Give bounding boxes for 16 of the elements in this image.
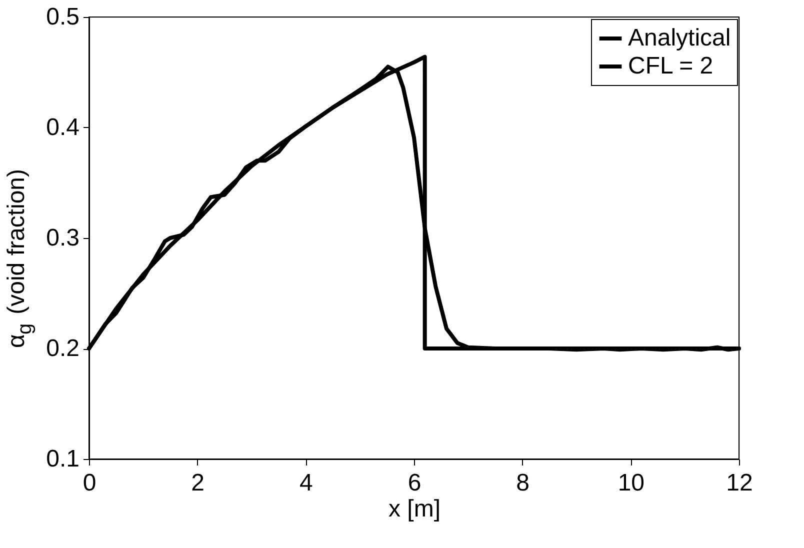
x-tick-label: 10 [618,470,645,496]
y-tick-label: 0.2 [46,335,80,362]
x-axis-title: x [m] [388,496,440,522]
x-tick-label: 2 [191,470,205,496]
legend-label: CFL = 2 [628,52,714,80]
y-axis-title: αg (void fraction) [3,168,36,348]
y-tick-label: 0.4 [46,114,80,141]
x-tick-label: 12 [726,470,753,496]
y-tick-label: 0.3 [46,224,80,252]
x-tick-label: 8 [516,470,530,496]
y-tick-label: 0.5 [46,4,80,30]
y-tick-label: 0.1 [46,446,80,472]
legend-label: Analytical [628,24,731,52]
x-tick-label: 0 [82,470,96,496]
x-tick-label: 6 [408,470,422,496]
x-tick-label: 4 [299,470,313,496]
